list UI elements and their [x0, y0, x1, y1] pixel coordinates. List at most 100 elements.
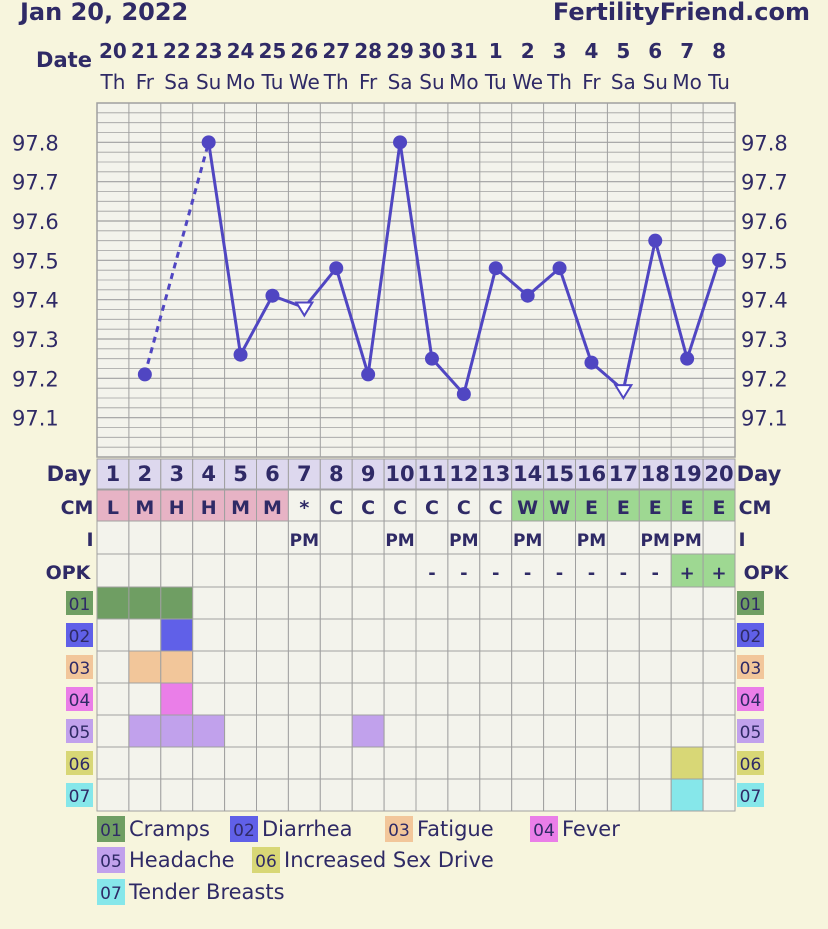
- symptom-cell: [287, 586, 321, 620]
- opk-cell: [575, 553, 608, 588]
- opk-cell: [351, 553, 385, 588]
- temperature-line-segment: [494, 267, 529, 297]
- symptom-cell: [96, 746, 130, 780]
- temperature-line-segment: [303, 267, 338, 309]
- temperature-point: [680, 351, 695, 366]
- symptom-code-badge-right: [737, 751, 764, 775]
- date-label: 21: [131, 39, 159, 63]
- day-row-label-left: Day: [47, 462, 92, 486]
- weekday-label: We: [512, 70, 543, 94]
- symptom-cell: [96, 618, 130, 652]
- day-cell: [224, 458, 258, 490]
- day-number: 8: [329, 462, 344, 486]
- symptom-code-right: 01: [740, 595, 762, 615]
- cm-value: H: [169, 497, 185, 519]
- day-number: 15: [545, 462, 574, 486]
- weekday-label: Th: [546, 70, 572, 94]
- symptom-code-left: 05: [69, 723, 91, 743]
- legend-code: 06: [255, 852, 277, 872]
- date-label: 1: [489, 39, 503, 63]
- day-cell: [543, 458, 576, 490]
- day-cell: [670, 458, 704, 490]
- symptom-cell: [192, 618, 226, 652]
- symptom-cell: [351, 746, 385, 780]
- y-tick-label-left: 97.6: [12, 210, 59, 234]
- temperature-line-segment: [334, 267, 370, 375]
- opk-cell: [256, 553, 289, 588]
- weekday-label: Mo: [226, 70, 256, 94]
- symptom-code-badge-left: [66, 655, 93, 679]
- symptom-cell: [224, 778, 258, 812]
- date-label: 25: [259, 39, 287, 63]
- intercourse-mark: PM: [385, 531, 414, 551]
- symptom-cell: [638, 746, 672, 780]
- temperature-point-triangle: [294, 301, 315, 318]
- opk-cell: [224, 553, 258, 588]
- symptom-cell: [447, 586, 481, 620]
- symptom-cell: [479, 618, 513, 652]
- symptom-cell: [319, 778, 353, 812]
- symptom-cell: [383, 778, 417, 812]
- temperature-line-segment: [621, 240, 657, 391]
- symptom-cell: [224, 586, 258, 620]
- y-tick-label-left: 97.8: [12, 131, 59, 155]
- opk-cell: [606, 553, 640, 588]
- cm-value: E: [617, 497, 630, 519]
- y-tick-label-right: 97.6: [741, 210, 788, 234]
- symptom-cell: [383, 650, 417, 684]
- symptom-cell: [383, 746, 417, 780]
- symptom-code-right: 06: [740, 755, 762, 775]
- legend-label: Fatigue: [417, 817, 494, 841]
- symptom-cell: [128, 778, 162, 812]
- symptom-cell: [447, 618, 481, 652]
- temperature-line-segment: [430, 357, 465, 396]
- symptom-cell: [479, 586, 513, 620]
- symptom-cell: [670, 778, 704, 812]
- temperature-point: [393, 135, 408, 150]
- day-number: 2: [138, 462, 153, 486]
- cm-cell: [287, 489, 321, 522]
- symptom-cell: [319, 746, 353, 780]
- weekday-label: Fr: [582, 70, 601, 94]
- temperature-point: [361, 367, 376, 382]
- temperature-point: [201, 135, 216, 150]
- y-tick-label-right: 97.2: [741, 367, 788, 391]
- weekday-label: Th: [323, 70, 349, 94]
- symptom-cell: [96, 778, 130, 812]
- symptom-code-right: 03: [740, 659, 762, 679]
- symptom-cell: [670, 650, 704, 684]
- weekday-label: We: [289, 70, 320, 94]
- intercourse-mark: PM: [290, 531, 319, 551]
- symptom-cell: [256, 618, 289, 652]
- y-tick-label-right: 97.4: [741, 289, 788, 313]
- cm-row-label-left: CM: [61, 497, 94, 519]
- site-name: FertilityFriend.com: [552, 0, 810, 26]
- intercourse-mark: PM: [577, 531, 606, 551]
- symptom-cell: [160, 618, 194, 652]
- symptom-code-badge-right: [737, 591, 764, 615]
- symptom-cell: [638, 682, 672, 716]
- weekday-label: Th: [99, 70, 125, 94]
- symptom-cell: [638, 586, 672, 620]
- symptom-cell: [287, 618, 321, 652]
- opk-row-label-right: OPK: [744, 562, 790, 584]
- cm-cell: [511, 489, 545, 522]
- symptom-cell: [702, 586, 736, 620]
- weekday-label: Fr: [359, 70, 378, 94]
- legend-swatch: [252, 847, 280, 873]
- symptom-cell: [128, 618, 162, 652]
- symptom-cell: [287, 650, 321, 684]
- symptom-cell: [479, 682, 513, 716]
- day-number: 4: [201, 462, 216, 486]
- day-number: 18: [641, 462, 670, 486]
- cm-cell: [670, 489, 704, 522]
- cm-cell: [638, 489, 672, 522]
- symptom-cell: [96, 650, 130, 684]
- day-number: 14: [513, 462, 542, 486]
- symptom-cell: [638, 714, 672, 748]
- legend-label: Diarrhea: [262, 817, 353, 841]
- weekday-label: Fr: [136, 70, 155, 94]
- symptom-cell: [319, 650, 353, 684]
- symptom-cell: [415, 746, 449, 780]
- y-tick-label-right: 97.8: [741, 131, 788, 155]
